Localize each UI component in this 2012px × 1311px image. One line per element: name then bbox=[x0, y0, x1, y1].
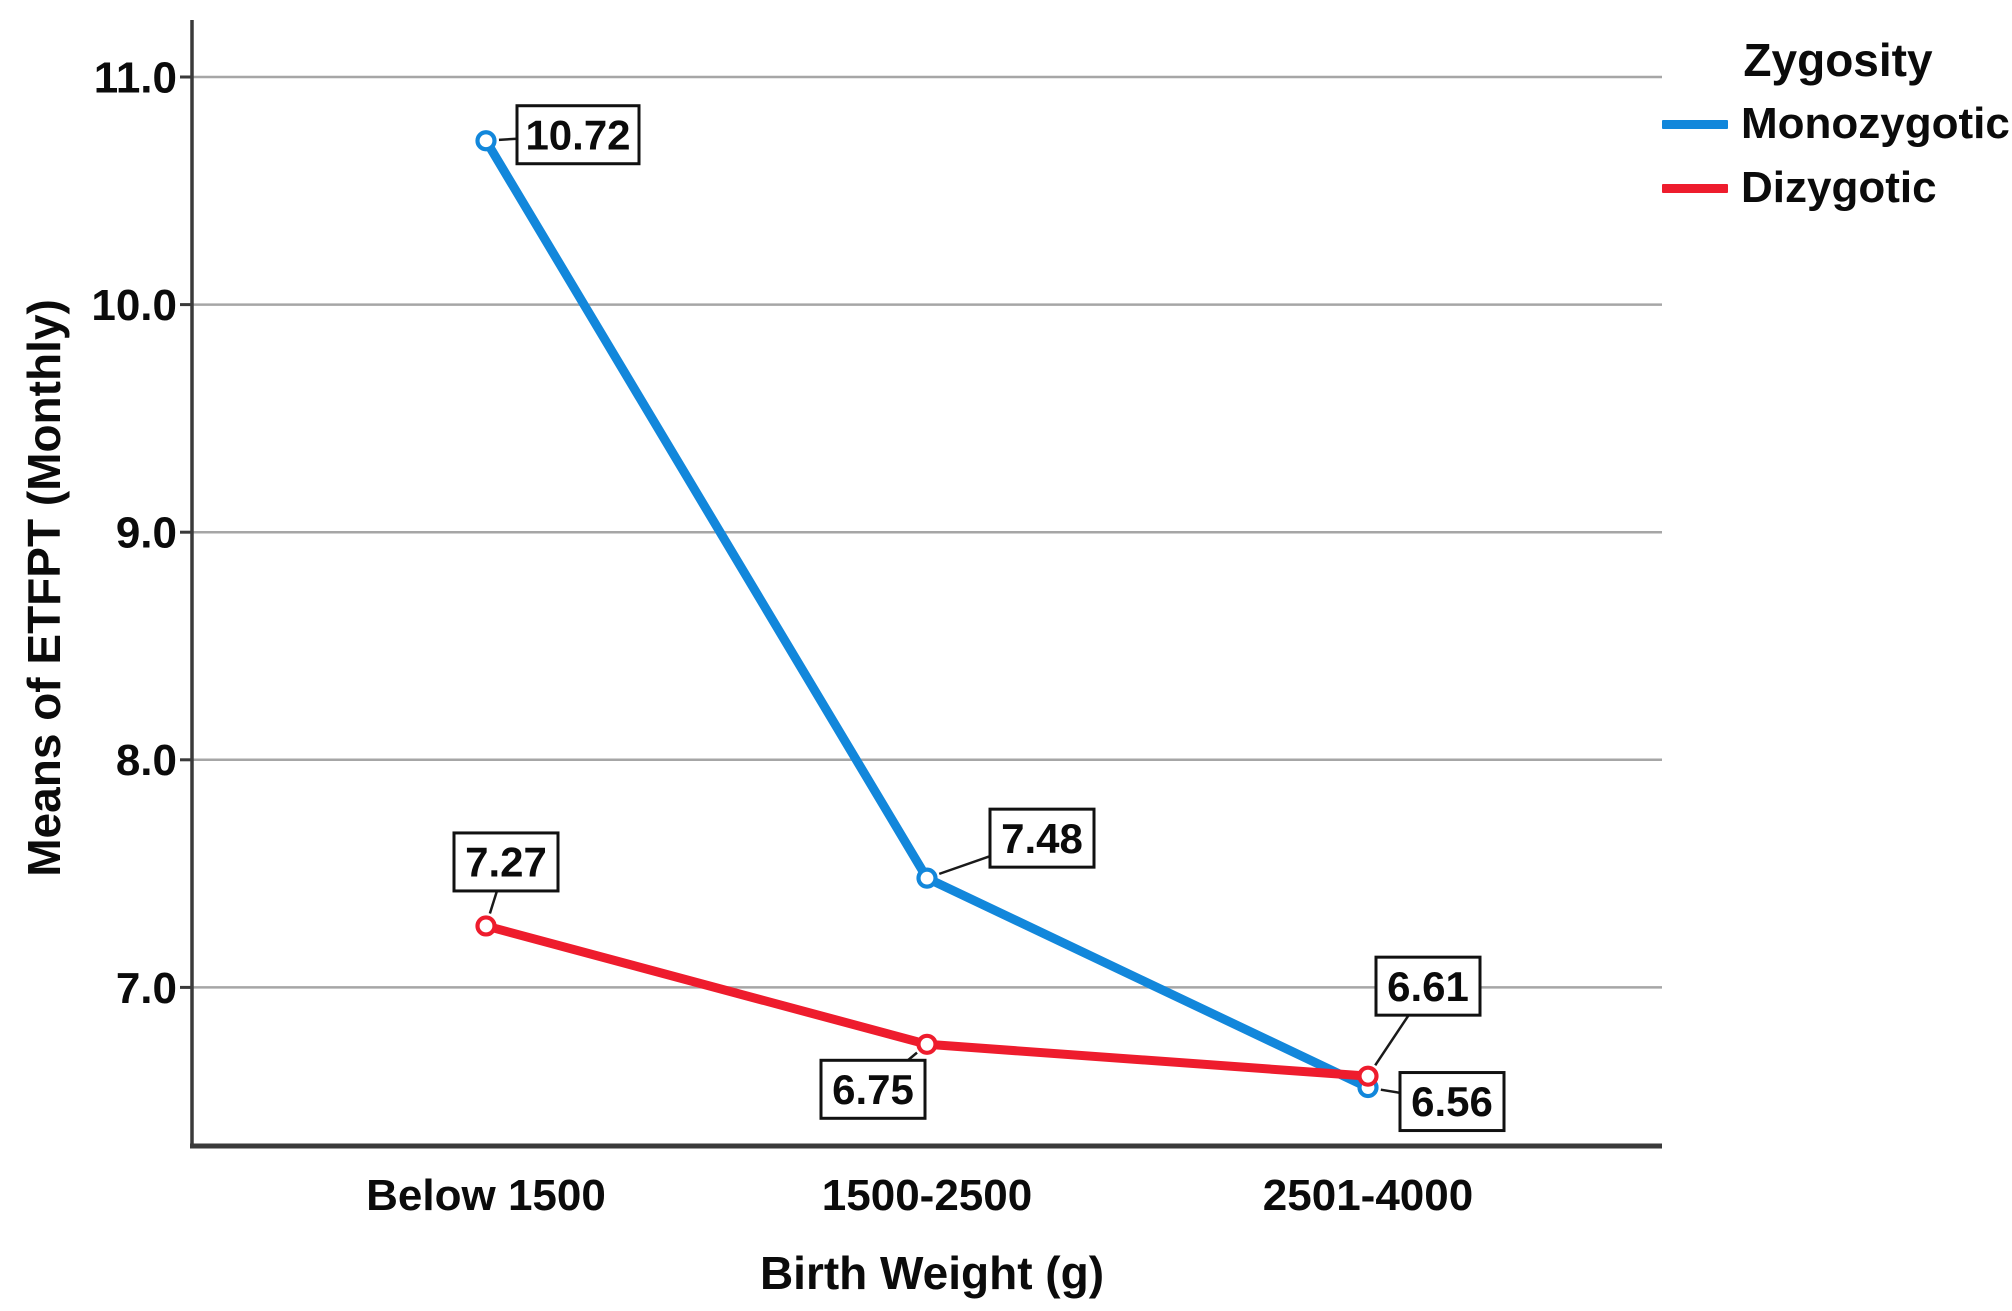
data-point-marker-monozygotic bbox=[475, 130, 497, 152]
data-label-value: 10.72 bbox=[525, 111, 630, 158]
y-tick-label: 10.0 bbox=[91, 281, 177, 330]
label-connector bbox=[498, 137, 518, 142]
data-label-value: 6.61 bbox=[1387, 963, 1469, 1010]
data-label-value: 7.27 bbox=[465, 839, 547, 886]
y-tick-label: 9.0 bbox=[116, 509, 177, 558]
data-label-value: 7.48 bbox=[1001, 815, 1083, 862]
data-label-box bbox=[988, 807, 1096, 869]
series-line-monozygotic bbox=[482, 138, 1370, 1092]
data-label-value: 6.75 bbox=[832, 1066, 914, 1113]
legend-swatch-monozygotic-line-icon bbox=[1662, 119, 1728, 129]
y-tick-label: 8.0 bbox=[116, 736, 177, 785]
legend: Zygosity Monozygotic Dizygotic bbox=[1662, 34, 2012, 214]
label-connector bbox=[938, 855, 991, 876]
y-tick-label: 11.0 bbox=[94, 53, 177, 102]
x-tick-label: Below 1500 bbox=[366, 1171, 606, 1220]
data-label-box bbox=[1398, 1071, 1506, 1133]
data-point-marker-dizygotic bbox=[475, 915, 497, 937]
y-tick-label: 7.0 bbox=[116, 964, 177, 1013]
data-point-marker-dizygotic bbox=[916, 1033, 938, 1055]
data-point-marker-monozygotic bbox=[916, 867, 938, 889]
label-connector bbox=[1374, 1014, 1410, 1067]
x-tick-label: 1500-2500 bbox=[822, 1171, 1032, 1220]
label-connector bbox=[1380, 1088, 1401, 1095]
legend-item-dizygotic: Dizygotic bbox=[1662, 162, 2012, 214]
x-axis-title: Birth Weight (g) bbox=[759, 1247, 1105, 1299]
legend-item-monozygotic: Monozygotic bbox=[1662, 98, 2012, 150]
legend-label-dizygotic: Dizygotic bbox=[1741, 163, 1937, 212]
legend-label-monozygotic: Monozygotic bbox=[1741, 99, 2010, 148]
data-label-box bbox=[515, 104, 641, 166]
data-label-box bbox=[1374, 955, 1482, 1017]
data-label-box bbox=[452, 831, 560, 893]
label-connector bbox=[488, 890, 499, 914]
x-tick-label: 2501-4000 bbox=[1263, 1171, 1473, 1220]
legend-swatch-dizygotic-line-icon bbox=[1662, 183, 1728, 193]
y-axis-title: Means of ETFPT (Monthly) bbox=[18, 299, 70, 877]
data-label-box bbox=[819, 1058, 927, 1120]
legend-title: Zygosity bbox=[1743, 34, 1933, 86]
data-point-marker-dizygotic bbox=[1357, 1065, 1379, 1087]
data-label-value: 6.56 bbox=[1411, 1078, 1493, 1125]
